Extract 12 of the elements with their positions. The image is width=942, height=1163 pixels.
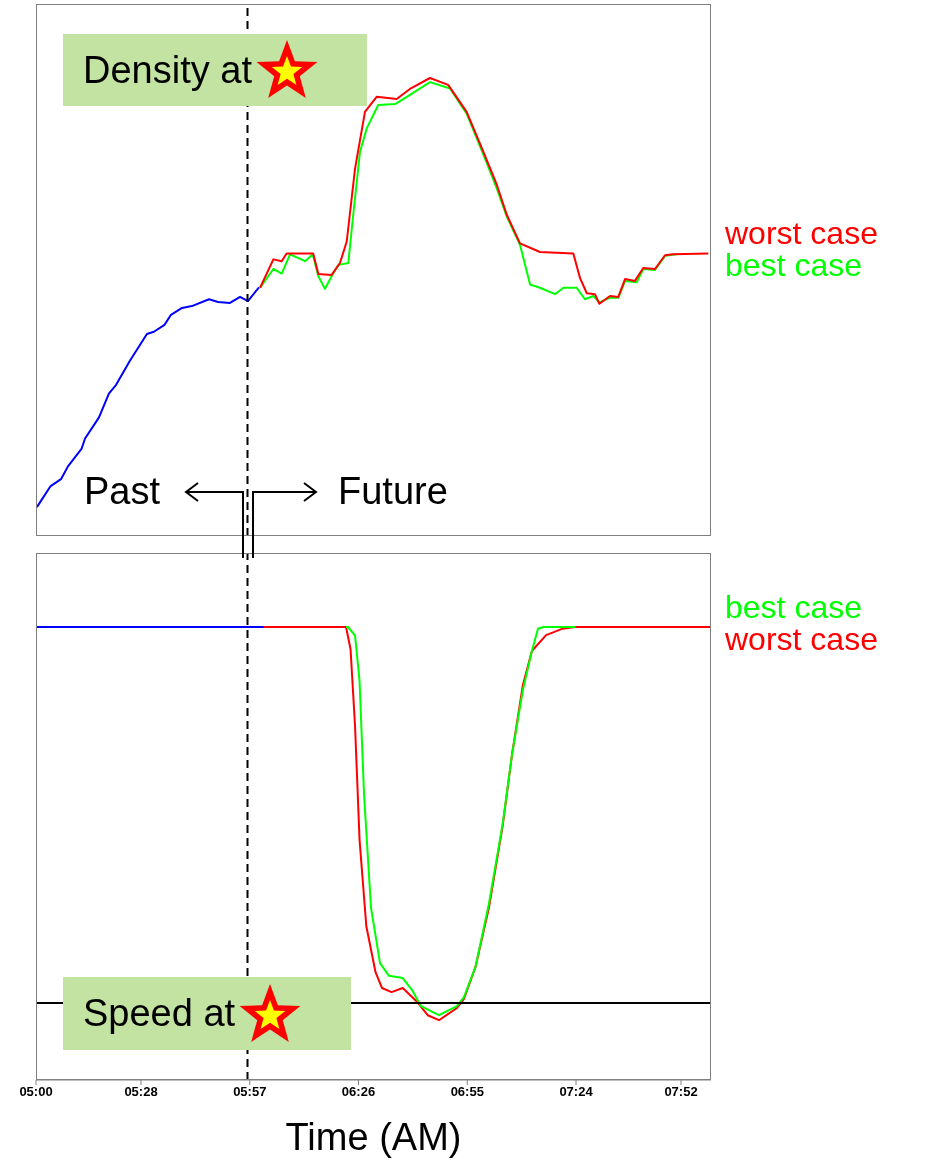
annotation: Future bbox=[338, 470, 448, 513]
annotation: Density at bbox=[83, 48, 252, 92]
x-tick-label: 06:55 bbox=[450, 1084, 484, 1100]
annotation: Past bbox=[84, 470, 161, 513]
x-tick-label: 05:57 bbox=[233, 1084, 267, 1100]
x-axis-title: Time (AM) bbox=[284, 1115, 463, 1159]
x-tick-label: 06:26 bbox=[341, 1084, 376, 1100]
x-tick-label: 07:52 bbox=[664, 1084, 698, 1100]
x-tick-label: 05:28 bbox=[124, 1084, 158, 1100]
annotation: Speed at bbox=[83, 992, 236, 1035]
x-tick-label: 05:00 bbox=[19, 1084, 53, 1100]
x-tick-label: 07:24 bbox=[559, 1084, 594, 1100]
